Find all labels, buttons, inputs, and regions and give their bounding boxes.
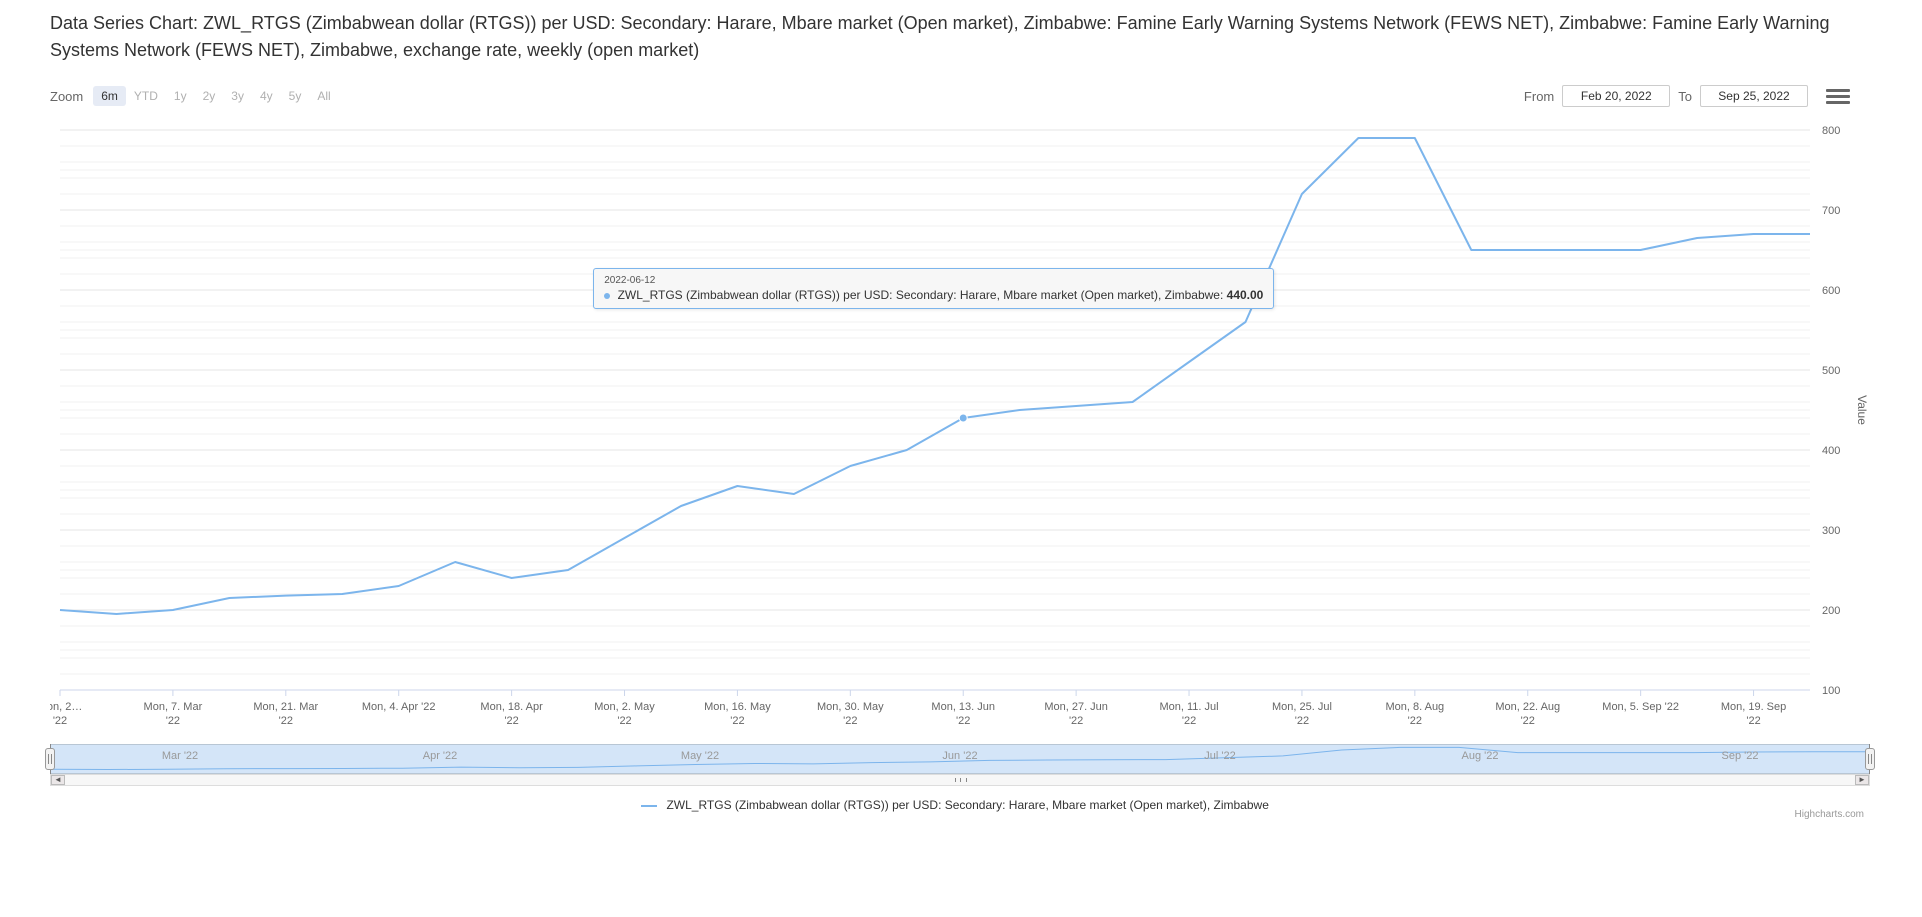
navigator-selection[interactable] <box>50 744 1870 774</box>
zoom-button-1y[interactable]: 1y <box>166 86 195 106</box>
chart-credit[interactable]: Highcharts.com <box>1795 809 1864 820</box>
chart-plot-area[interactable]: 100 200 300 400 500 600 700 800 Value Mon, 2… '22 M… <box>50 120 1870 740</box>
svg-text:'22: '22 <box>166 715 180 727</box>
zoom-button-ytd[interactable]: YTD <box>126 86 166 106</box>
legend-swatch-icon <box>641 805 657 807</box>
svg-text:'22: '22 <box>1182 715 1196 727</box>
svg-text:Mon, 27. Jun: Mon, 27. Jun <box>1044 701 1108 713</box>
zoom-button-2y[interactable]: 2y <box>195 86 224 106</box>
navigator-scroll-grip-icon[interactable] <box>955 778 967 782</box>
svg-text:'22: '22 <box>1069 715 1083 727</box>
svg-text:Mon, 30. May: Mon, 30. May <box>817 701 884 713</box>
svg-text:Mon, 21. Mar: Mon, 21. Mar <box>253 701 318 713</box>
chart-legend[interactable]: ZWL_RTGS (Zimbabwean dollar (RTGS)) per … <box>40 798 1870 812</box>
svg-text:Mon, 25. Jul: Mon, 25. Jul <box>1272 701 1332 713</box>
zoom-button-group: Zoom 6mYTD1y2y3y4y5yAll <box>50 86 339 106</box>
svg-text:Mon, 7. Mar: Mon, 7. Mar <box>144 701 203 713</box>
svg-text:Value: Value <box>1855 395 1869 425</box>
navigator-handle-right[interactable] <box>1865 748 1875 770</box>
zoom-button-5y[interactable]: 5y <box>281 86 310 106</box>
svg-text:'22: '22 <box>1521 715 1535 727</box>
navigator-handle-left[interactable] <box>45 748 55 770</box>
svg-text:100: 100 <box>1822 685 1840 697</box>
svg-text:Mon, 8. Aug: Mon, 8. Aug <box>1385 701 1444 713</box>
svg-text:'22: '22 <box>956 715 970 727</box>
svg-text:'22: '22 <box>730 715 744 727</box>
to-label: To <box>1678 89 1692 104</box>
zoom-button-4y[interactable]: 4y <box>252 86 281 106</box>
zoom-button-3y[interactable]: 3y <box>223 86 252 106</box>
chart-title: Data Series Chart: ZWL_RTGS (Zimbabwean … <box>50 10 1870 64</box>
chart-menu-icon[interactable] <box>1826 85 1850 107</box>
zoom-button-6m[interactable]: 6m <box>93 86 126 106</box>
date-range-group: From To <box>1524 85 1850 107</box>
svg-text:Mon, 22. Aug: Mon, 22. Aug <box>1495 701 1560 713</box>
svg-text:Mon, 18. Apr: Mon, 18. Apr <box>480 701 543 713</box>
svg-text:'22: '22 <box>279 715 293 727</box>
svg-text:'22: '22 <box>1746 715 1760 727</box>
svg-text:'22: '22 <box>1295 715 1309 727</box>
svg-text:'22: '22 <box>53 715 67 727</box>
svg-text:Mon, 13. Jun: Mon, 13. Jun <box>931 701 995 713</box>
svg-text:Mon, 2. May: Mon, 2. May <box>594 701 655 713</box>
zoom-label: Zoom <box>50 89 83 104</box>
svg-text:'22: '22 <box>504 715 518 727</box>
legend-label[interactable]: ZWL_RTGS (Zimbabwean dollar (RTGS)) per … <box>666 798 1268 812</box>
chart-svg: 100 200 300 400 500 600 700 800 Value Mon, 2… '22 M… <box>50 120 1870 740</box>
svg-text:500: 500 <box>1822 365 1840 377</box>
svg-text:400: 400 <box>1822 445 1840 457</box>
svg-text:600: 600 <box>1822 285 1840 297</box>
svg-text:800: 800 <box>1822 125 1840 137</box>
chart-controls-row: Zoom 6mYTD1y2y3y4y5yAll From To <box>50 82 1870 110</box>
svg-text:300: 300 <box>1822 525 1840 537</box>
chart-page: Data Series Chart: ZWL_RTGS (Zimbabwean … <box>0 0 1900 822</box>
svg-text:Mon, 19. Sep: Mon, 19. Sep <box>1721 701 1786 713</box>
svg-text:Mon, 16. May: Mon, 16. May <box>704 701 771 713</box>
svg-text:700: 700 <box>1822 205 1840 217</box>
svg-text:Mon, 11. Jul: Mon, 11. Jul <box>1159 701 1218 713</box>
svg-text:'22: '22 <box>617 715 631 727</box>
svg-text:'22: '22 <box>843 715 857 727</box>
navigator-scroll-right-button[interactable]: ► <box>1855 775 1869 785</box>
svg-text:Mon, 4. Apr '22: Mon, 4. Apr '22 <box>362 701 436 713</box>
navigator-scroll-left-button[interactable]: ◄ <box>51 775 65 785</box>
zoom-button-all[interactable]: All <box>309 86 338 106</box>
svg-text:'22: '22 <box>1408 715 1422 727</box>
navigator-scrollbar[interactable]: ◄ ► <box>50 774 1870 786</box>
svg-text:200: 200 <box>1822 605 1840 617</box>
from-label: From <box>1524 89 1554 104</box>
svg-text:Mon, 2…: Mon, 2… <box>50 701 82 713</box>
to-date-input[interactable] <box>1700 85 1808 107</box>
navigator[interactable]: Mar '22Apr '22May '22Jun '22Jul '22Aug '… <box>50 744 1870 786</box>
svg-text:Mon, 5. Sep '22: Mon, 5. Sep '22 <box>1602 701 1679 713</box>
from-date-input[interactable] <box>1562 85 1670 107</box>
